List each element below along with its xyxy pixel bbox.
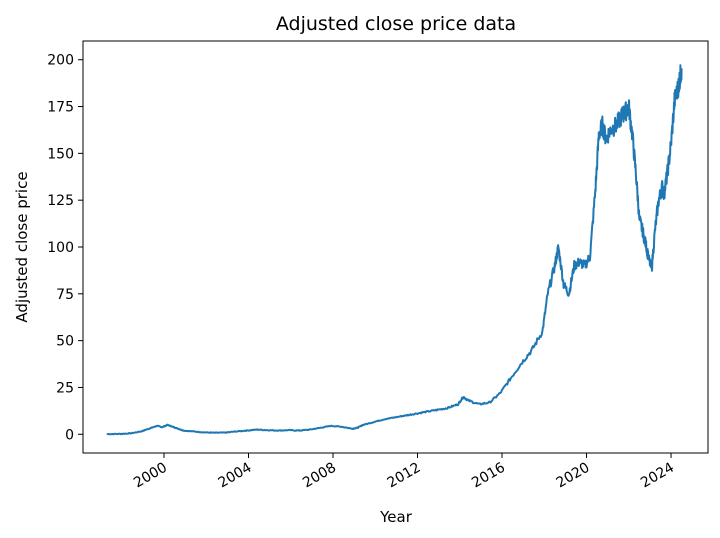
plot-area <box>82 40 709 454</box>
x-tick-label: 2020 <box>554 460 593 492</box>
x-axis-label: Year <box>379 508 413 526</box>
y-tick-label: 200 <box>47 53 74 69</box>
y-tick-label: 0 <box>65 427 74 443</box>
y-axis-label: Adjusted close price <box>13 171 31 322</box>
y-axis-ticks: 0 25 50 75 100 125 150 175 200 <box>47 53 83 443</box>
x-axis-ticks: 2000 2004 2008 2012 2016 2020 2024 <box>131 453 677 491</box>
x-tick-label: 2004 <box>216 460 255 492</box>
y-tick-label: 175 <box>47 100 74 116</box>
y-tick-label: 75 <box>56 287 74 303</box>
series-line <box>106 64 683 436</box>
y-tick-label: 50 <box>56 334 74 350</box>
x-tick-label: 2024 <box>638 460 677 492</box>
x-tick-label: 2008 <box>300 460 339 492</box>
y-tick-label: 100 <box>47 240 74 256</box>
chart-title: Adjusted close price data <box>276 13 516 35</box>
y-tick-label: 150 <box>47 146 74 162</box>
y-tick-label: 25 <box>56 380 74 396</box>
x-tick-label: 2012 <box>385 460 424 492</box>
x-tick-label: 2000 <box>131 460 170 492</box>
y-tick-label: 125 <box>47 193 74 209</box>
x-tick-label: 2016 <box>469 460 508 492</box>
